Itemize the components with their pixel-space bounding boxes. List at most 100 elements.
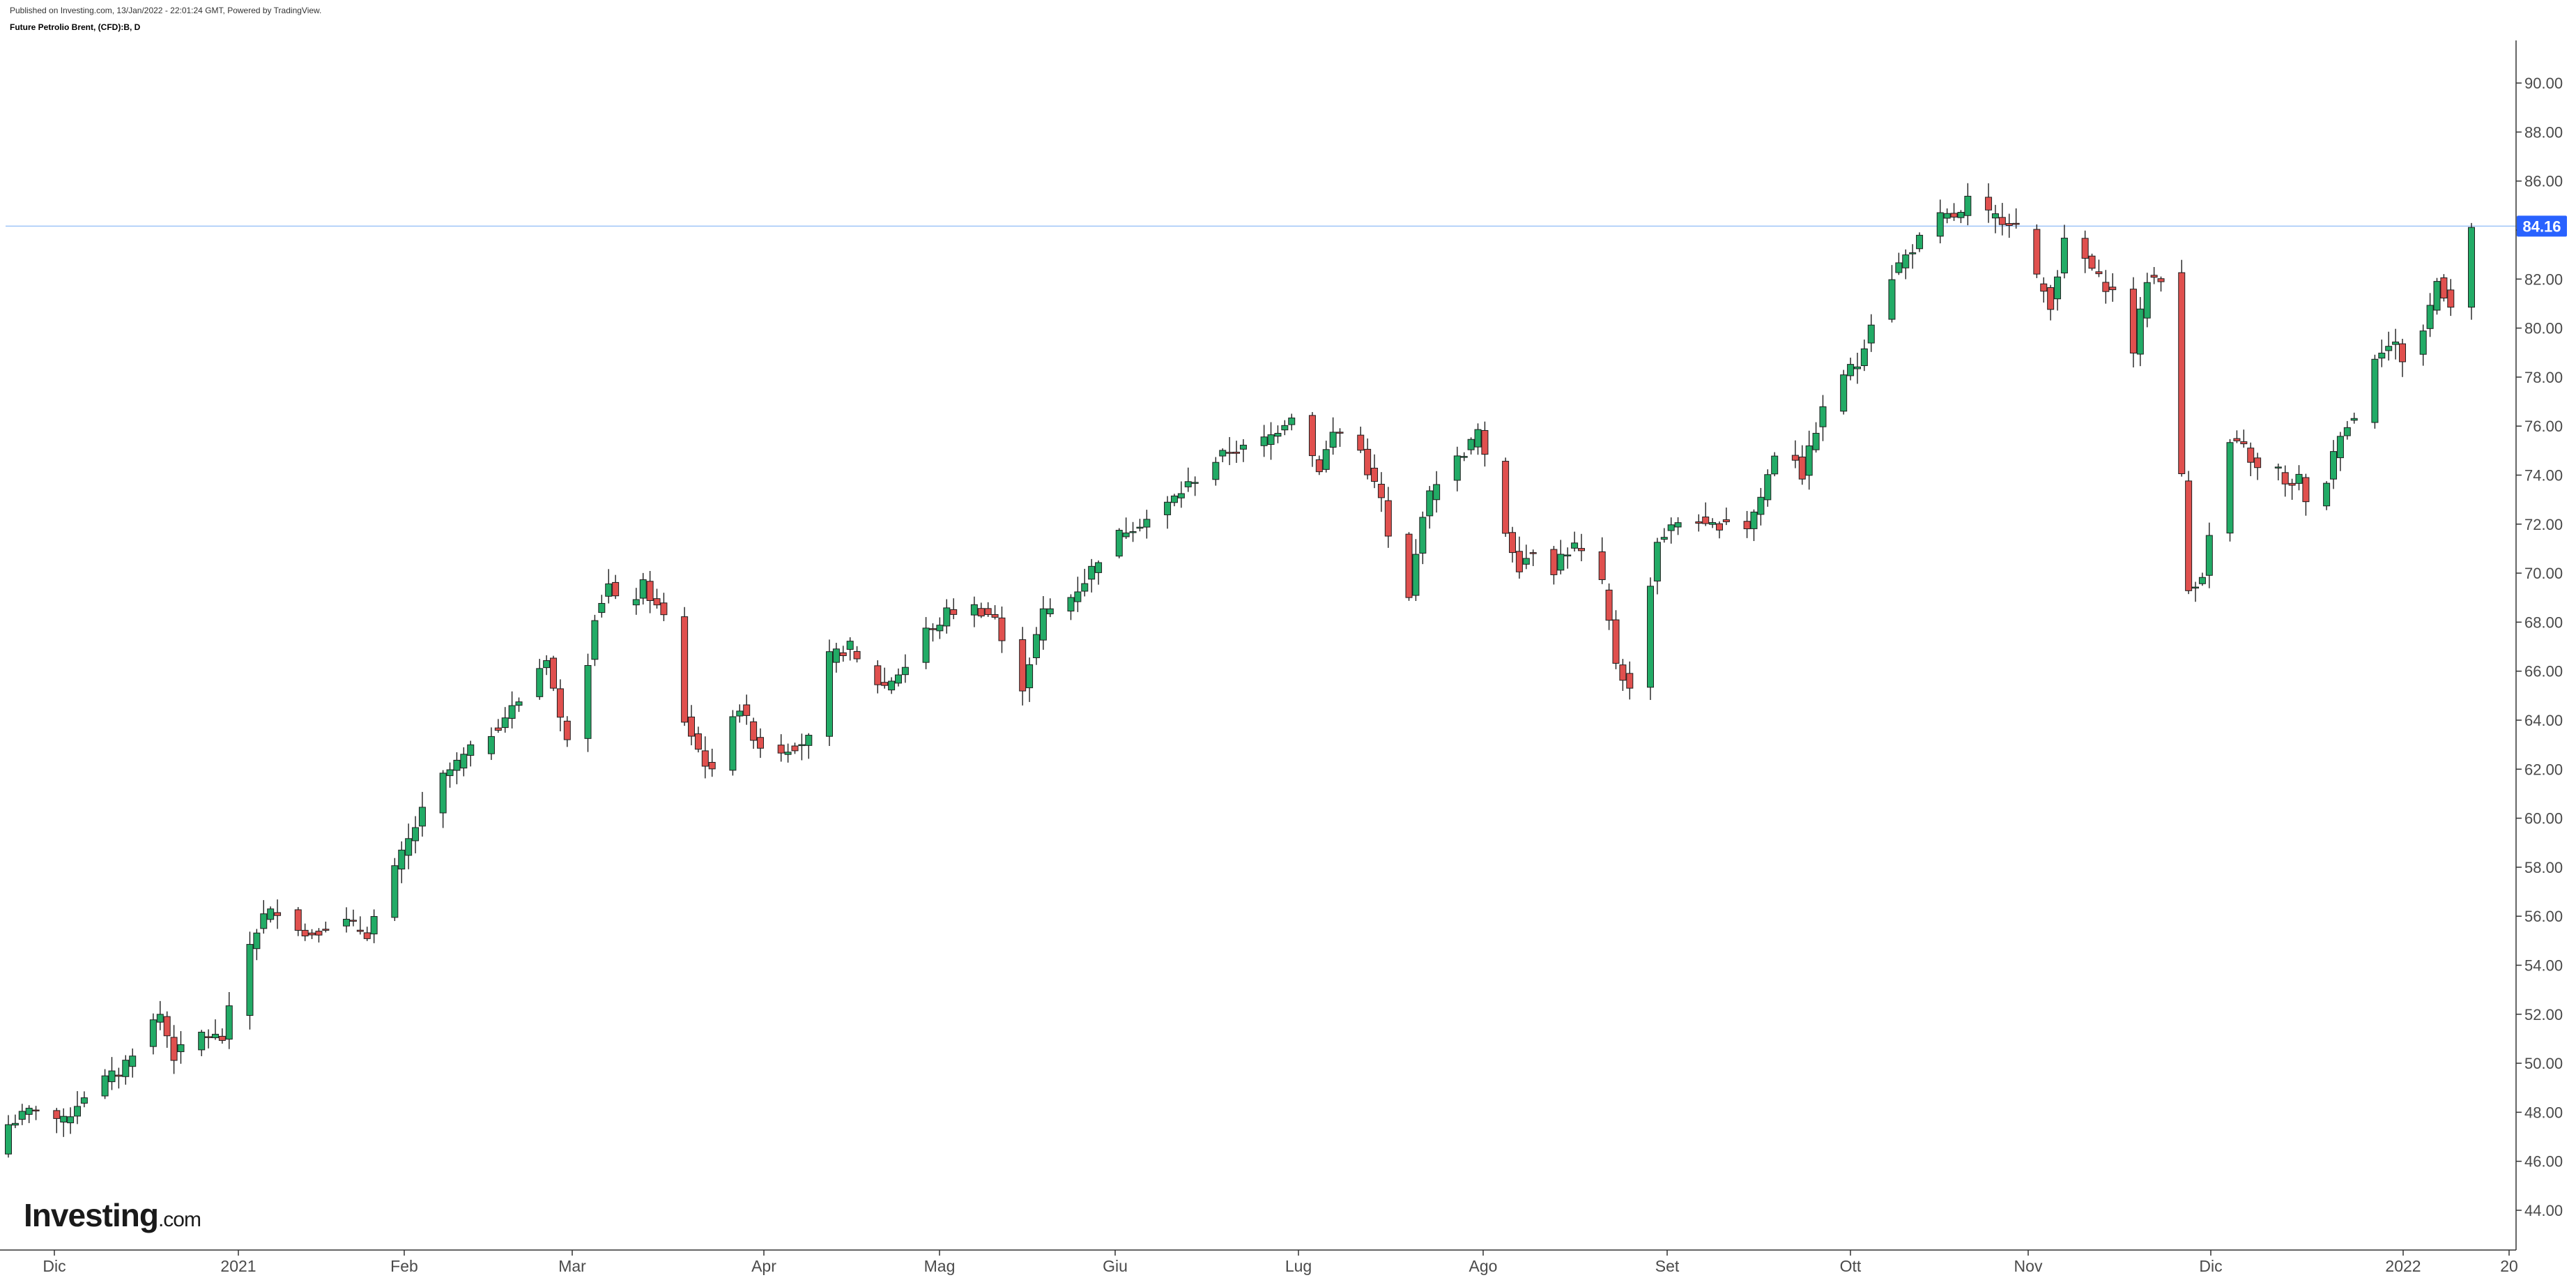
candle-down — [757, 728, 765, 759]
candle-body — [1916, 234, 1924, 250]
candle-body — [2178, 272, 2186, 474]
candle-down — [1550, 546, 1558, 585]
candle-body — [632, 599, 640, 606]
y-tick-label: 44.00 — [2524, 1202, 2563, 1219]
price-axis[interactable]: 44.00 46.00 48.00 50.00 52.00 54.00 56.00 58.00… — [2516, 75, 2563, 1219]
candle-body — [177, 1044, 185, 1053]
candle-body — [1709, 521, 1717, 525]
candle-body — [1847, 364, 1855, 376]
candle-body — [1260, 436, 1268, 446]
candle-up — [1143, 510, 1151, 539]
candle-body — [515, 701, 523, 706]
candle-body — [881, 682, 889, 686]
candle-body — [929, 628, 937, 630]
candle-up — [736, 704, 744, 723]
candle-body — [1226, 452, 1234, 454]
candle-body — [2040, 283, 2048, 292]
candle-up — [1474, 423, 1482, 455]
candle-up — [1122, 517, 1130, 540]
candle-body — [1115, 530, 1123, 557]
y-tick-label: 50.00 — [2524, 1055, 2563, 1072]
candle-up — [798, 733, 806, 761]
candle-body — [1357, 434, 1365, 451]
candle-up — [405, 823, 413, 869]
candle-down — [356, 916, 364, 935]
candle-down — [1702, 502, 1710, 526]
candle-body — [2433, 281, 2441, 311]
candle-body — [1667, 524, 1675, 531]
candle-up — [2226, 439, 2234, 542]
candle-body — [556, 688, 564, 718]
candle-down — [1998, 203, 2006, 236]
candle-up — [2468, 222, 2475, 320]
candle-body — [1074, 591, 1082, 602]
candle-body — [2150, 275, 2158, 278]
candle-down — [1233, 441, 1241, 463]
last-price-tag-box — [2517, 215, 2567, 237]
candle-down — [681, 607, 689, 726]
candle-body — [246, 944, 254, 1016]
candle-body — [1909, 252, 1917, 254]
candle-body — [846, 641, 854, 650]
candle-body — [853, 650, 861, 660]
candle-body — [2054, 276, 2062, 300]
candle-up — [1895, 252, 1903, 275]
candle-body — [688, 716, 696, 737]
y-tick-label: 66.00 — [2524, 663, 2563, 680]
candle-body — [2288, 482, 2296, 486]
candle-up — [784, 743, 792, 763]
candle-down — [708, 748, 716, 777]
candle-body — [2226, 442, 2234, 534]
candle-up — [1764, 469, 1772, 507]
time-axis[interactable]: Dic 2021 Feb Mar Apr Mag Giu Lug Ago Set Ott Nov Dic… — [43, 1250, 2518, 1275]
candle-body — [391, 865, 399, 918]
candle-down — [2281, 465, 2289, 497]
x-tick-label: Feb — [390, 1257, 418, 1275]
candle-down — [2109, 273, 2117, 302]
x-tick-label: Ago — [1469, 1257, 1498, 1275]
candle-down — [1315, 455, 1323, 475]
logo-brand-text: Investing — [24, 1197, 159, 1233]
candle-body — [1329, 432, 1337, 448]
candle-down — [1722, 508, 1730, 526]
x-tick-label: 2021 — [220, 1257, 256, 1275]
candle-up — [467, 740, 475, 767]
candle-body — [53, 1110, 61, 1119]
candle-up — [1046, 598, 1054, 618]
candle-up — [632, 588, 640, 615]
candle-up — [177, 1030, 185, 1064]
candle-up — [2274, 463, 2282, 480]
candle-down — [1612, 610, 1620, 669]
candle-down — [701, 736, 709, 779]
candle-body — [2240, 441, 2248, 445]
candle-body — [163, 1016, 171, 1037]
candle-down — [2447, 279, 2455, 317]
candle-up — [2419, 324, 2427, 366]
candle-body — [398, 849, 406, 870]
candle-down — [1950, 203, 1958, 221]
candle-down — [294, 907, 302, 936]
candle-up — [1957, 210, 1965, 224]
candle-body — [225, 1005, 233, 1040]
candle-body — [605, 583, 613, 597]
candle-body — [736, 710, 744, 717]
candle-body — [1143, 519, 1151, 528]
candle-body — [418, 807, 426, 827]
candle-body — [2198, 577, 2206, 584]
candle-up — [1805, 430, 1813, 490]
candle-down — [2254, 452, 2262, 480]
candle-down — [1515, 536, 1523, 579]
candle-body — [1474, 429, 1482, 448]
candle-down — [1791, 440, 1799, 468]
candle-body — [1467, 439, 1475, 450]
candle-up — [2323, 481, 2331, 510]
candle-down — [688, 705, 696, 746]
candle-down — [950, 598, 958, 620]
x-tick-label: Lug — [1285, 1257, 1312, 1275]
candle-body — [1647, 586, 1654, 688]
candle-body — [2295, 473, 2303, 484]
candle-body — [2012, 222, 2020, 225]
candle-up — [543, 655, 551, 676]
candle-down — [1509, 526, 1517, 563]
